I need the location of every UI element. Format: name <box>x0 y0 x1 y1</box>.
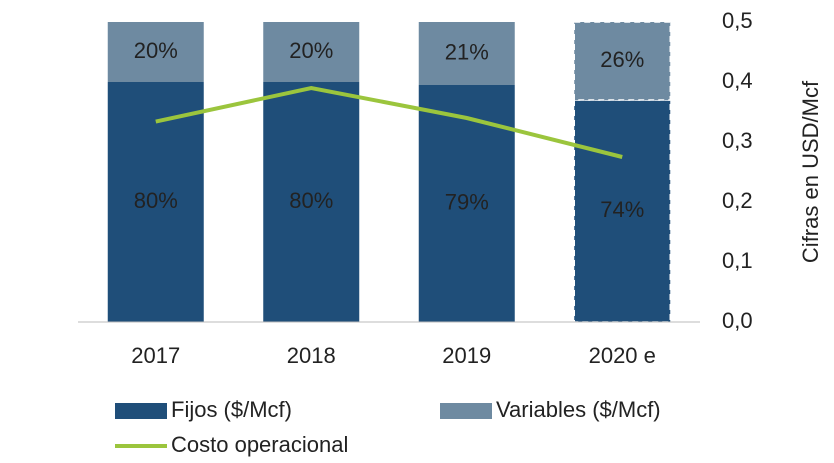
bar <box>573 99 671 323</box>
x-tick-label: 2018 <box>287 343 336 368</box>
bar <box>263 22 360 82</box>
legend-label: Fijos ($/Mcf) <box>171 397 292 422</box>
value-label: 80% <box>134 188 178 213</box>
value-label: 21% <box>445 39 489 64</box>
legend-swatch <box>115 403 167 419</box>
bar <box>107 82 204 322</box>
value-label: 80% <box>289 188 333 213</box>
legend-label: Costo operacional <box>171 432 348 457</box>
legend-swatch <box>440 403 492 419</box>
y2-tick-label: 0,1 <box>722 248 753 273</box>
value-label: 74% <box>600 197 644 222</box>
line-series <box>155 85 623 159</box>
value-label: 79% <box>445 189 489 214</box>
x-tick-label: 2017 <box>131 343 180 368</box>
y2-tick-label: 0,2 <box>722 188 753 213</box>
y2-axis-label: Cifras en USD/Mcf <box>798 80 823 263</box>
bar <box>107 22 204 82</box>
y2-tick-label: 0,5 <box>722 8 753 33</box>
bar <box>263 82 360 322</box>
y2-tick-label: 0,0 <box>722 308 753 333</box>
bar <box>573 21 671 101</box>
x-tick-label: 2019 <box>442 343 491 368</box>
value-label: 26% <box>600 47 644 72</box>
bar <box>418 22 515 85</box>
legend-label: Variables ($/Mcf) <box>496 397 661 422</box>
value-label: 20% <box>289 38 333 63</box>
y2-tick-label: 0,3 <box>722 128 753 153</box>
value-label: 20% <box>134 38 178 63</box>
x-tick-label: 2020 e <box>589 343 656 368</box>
y2-tick-label: 0,4 <box>722 68 753 93</box>
